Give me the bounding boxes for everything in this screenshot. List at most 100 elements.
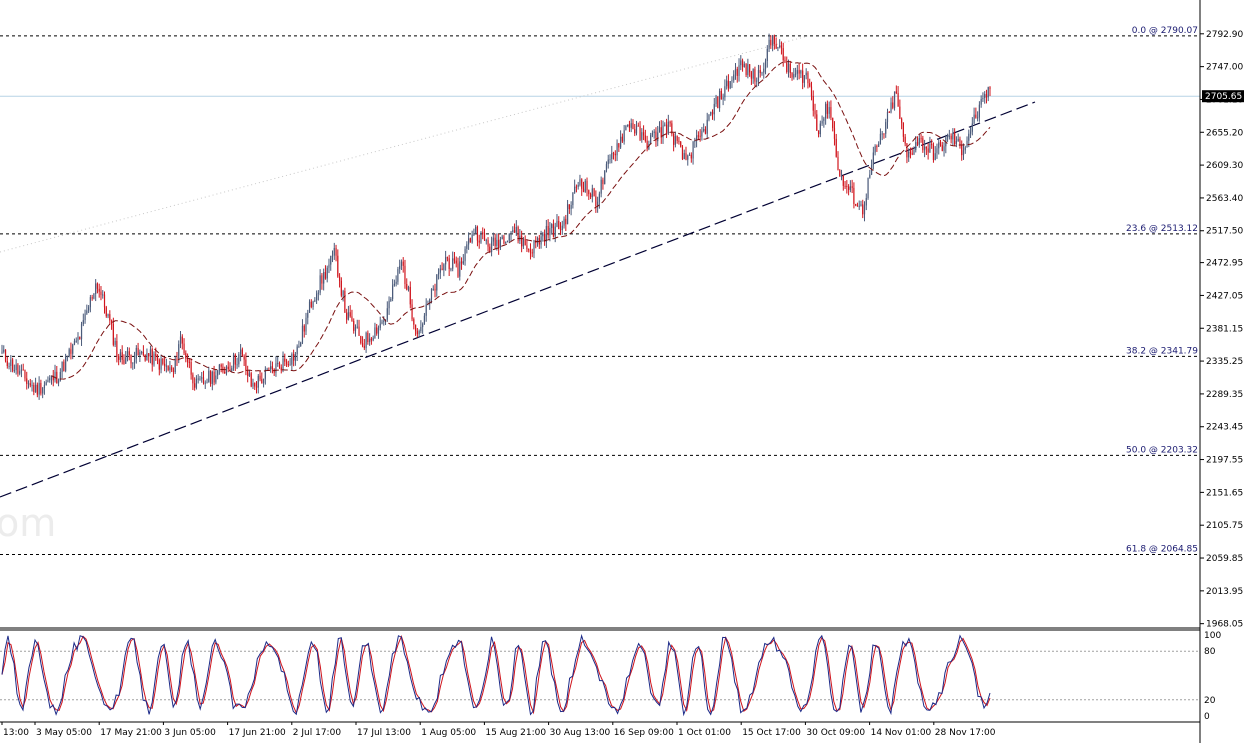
- candle-body: [346, 312, 348, 320]
- candle-body: [26, 378, 28, 384]
- candle-body: [280, 367, 282, 371]
- candle-body: [68, 349, 70, 356]
- candle-body: [261, 379, 263, 384]
- candle-body: [392, 285, 394, 299]
- candle-body: [194, 383, 196, 388]
- candle-body: [165, 365, 167, 367]
- candle-body: [658, 127, 661, 133]
- candle-body: [91, 297, 93, 299]
- candle-body: [437, 272, 440, 275]
- candle-body: [741, 60, 744, 68]
- candle-body: [358, 326, 360, 336]
- candle-body: [931, 143, 933, 146]
- candle-body: [506, 240, 509, 243]
- candle-body: [52, 375, 54, 381]
- price-tick-label: 2381.15: [1206, 324, 1243, 334]
- candle-body: [828, 107, 830, 114]
- candle-body: [513, 230, 516, 233]
- candle-body: [678, 140, 680, 142]
- candle-body: [664, 124, 666, 126]
- candle-body: [234, 354, 236, 365]
- candle-body: [190, 362, 192, 375]
- candle-body: [793, 74, 795, 78]
- candle-body: [100, 291, 102, 296]
- candle-body: [211, 371, 213, 384]
- candle-body: [551, 224, 553, 229]
- candle-body: [167, 365, 169, 371]
- candle-body: [407, 286, 410, 290]
- candle-body: [20, 369, 23, 372]
- candle-body: [287, 364, 289, 366]
- candle-body: [462, 261, 464, 264]
- candle-body: [372, 337, 374, 341]
- stoch-axis-label: 80: [1204, 647, 1216, 657]
- candle-body: [750, 72, 752, 79]
- candle-body: [773, 35, 775, 45]
- candle-body: [232, 354, 235, 369]
- candle-body: [316, 293, 318, 301]
- candle-body: [142, 351, 144, 355]
- candle-body: [892, 102, 894, 108]
- candle-body: [794, 73, 797, 75]
- candle-body: [655, 131, 657, 142]
- candle-body: [88, 307, 90, 311]
- candle-body: [110, 320, 113, 324]
- candle-body: [946, 136, 949, 138]
- candle-body: [314, 300, 316, 302]
- candle-body: [118, 356, 120, 360]
- candle-body: [469, 238, 471, 243]
- candle-body: [849, 186, 851, 190]
- candle-body: [135, 347, 137, 359]
- candle-body: [13, 370, 15, 372]
- candle-body: [987, 87, 989, 98]
- candle-body: [835, 138, 837, 157]
- candle-body: [842, 176, 844, 186]
- trendline-support[interactable]: [0, 101, 1036, 498]
- candle-body: [141, 351, 143, 353]
- candle-body: [650, 135, 652, 145]
- candle-body: [208, 370, 210, 383]
- candle-body: [932, 145, 935, 161]
- candle-body: [577, 184, 579, 187]
- candle-body: [285, 361, 288, 365]
- candle-body: [745, 63, 747, 75]
- candle-body: [224, 371, 226, 374]
- candle-body: [777, 46, 779, 49]
- candle-body: [312, 301, 314, 308]
- time-tick-label: 3 Jun 05:00: [164, 728, 216, 738]
- candle-body: [19, 371, 21, 374]
- candle-body: [888, 111, 890, 113]
- candle-body: [271, 366, 274, 370]
- candle-body: [188, 361, 190, 363]
- candle-body: [406, 284, 408, 290]
- candle-body: [985, 94, 988, 98]
- candle-body: [791, 72, 793, 78]
- candle-body: [862, 204, 864, 215]
- stoch-axis-label: 100: [1204, 631, 1221, 641]
- candle-body: [563, 218, 565, 226]
- candle-body: [612, 152, 615, 154]
- candle-body: [962, 150, 965, 156]
- candle-body: [837, 156, 839, 171]
- candle-body: [581, 179, 583, 189]
- candle-body: [584, 180, 586, 192]
- candle-body: [498, 239, 500, 248]
- price-tick-label: 2517.50: [1206, 227, 1243, 237]
- candle-body: [720, 91, 722, 100]
- candle-body: [595, 196, 597, 207]
- candle-body: [604, 170, 606, 185]
- time-tick-label: 17 Jul 13:00: [357, 728, 411, 738]
- candle-body: [174, 358, 176, 373]
- candle-body: [125, 357, 127, 364]
- candle-body: [789, 63, 791, 73]
- candle-body: [176, 358, 178, 361]
- candle-body: [86, 310, 88, 314]
- candle-body: [209, 370, 212, 384]
- stoch-main-line: [1, 633, 991, 717]
- candle-body: [536, 238, 539, 244]
- candle-body: [494, 237, 496, 246]
- candle-body: [941, 145, 943, 151]
- candle-body: [15, 364, 17, 371]
